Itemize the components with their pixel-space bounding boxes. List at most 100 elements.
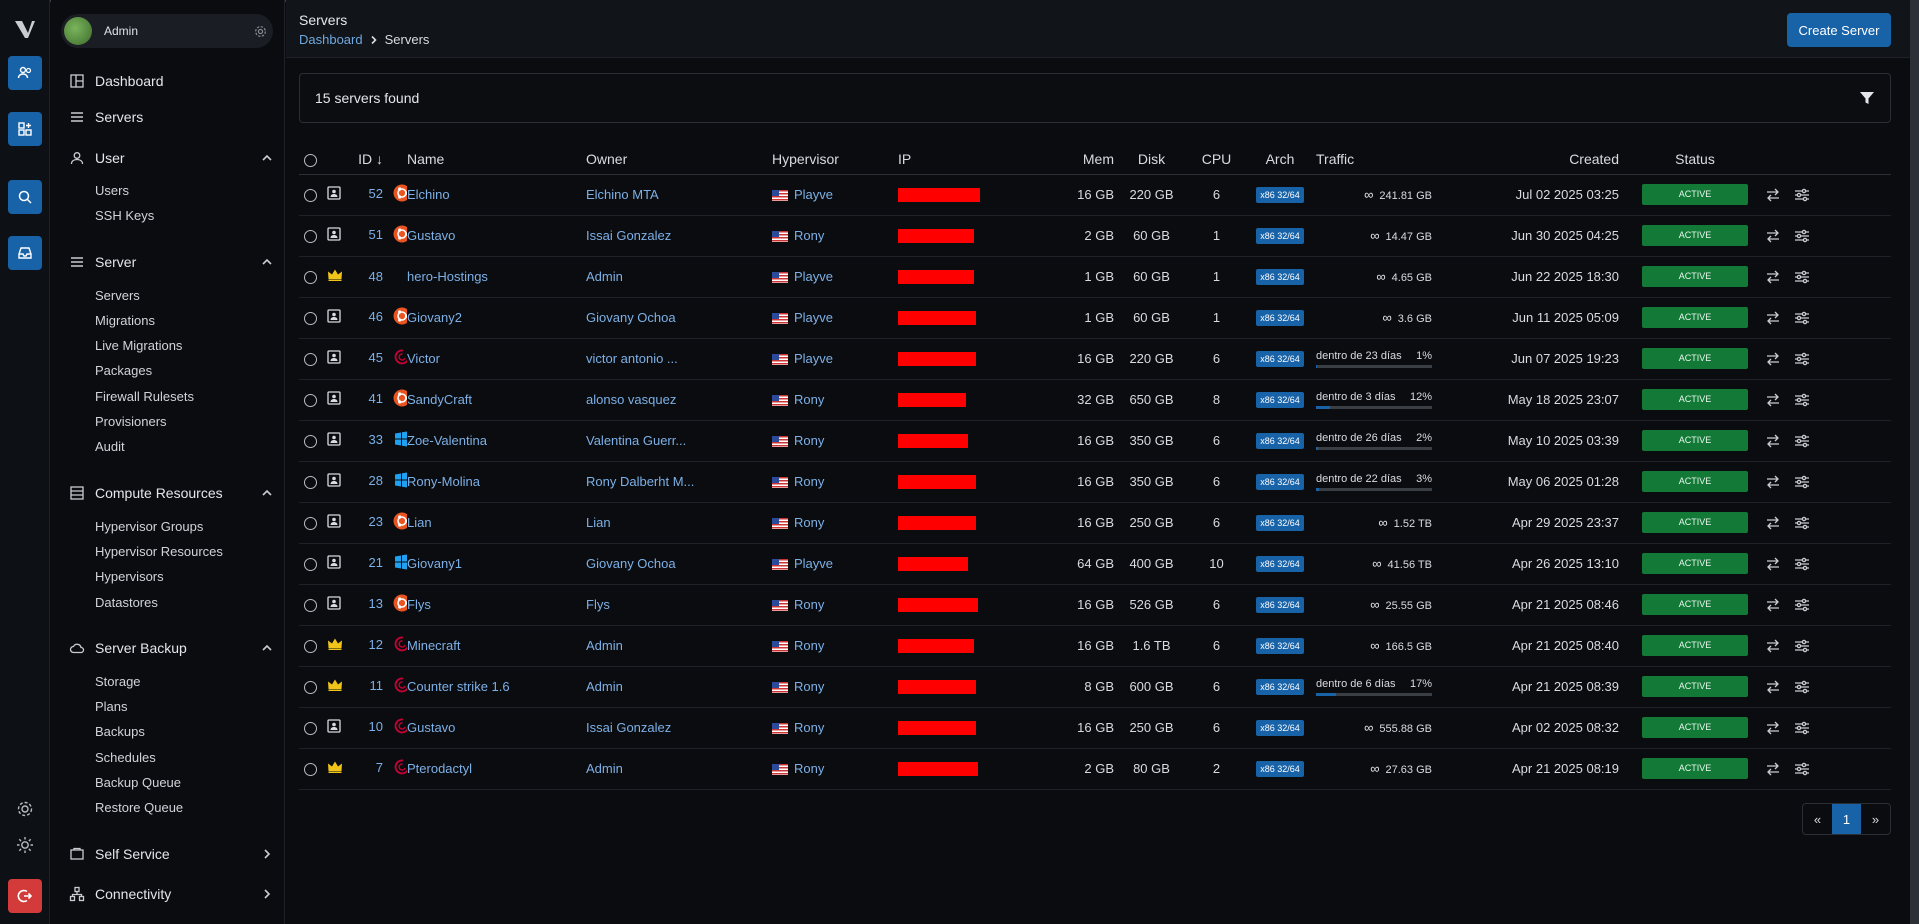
hypervisor-link[interactable]: Rony: [794, 515, 825, 530]
owner-link[interactable]: Admin: [586, 761, 623, 776]
row-select-radio[interactable]: [299, 174, 324, 216]
sidebar-item-live-migrations[interactable]: Live Migrations: [95, 338, 183, 353]
server-id[interactable]: 45: [368, 349, 383, 365]
hypervisor-link[interactable]: Rony: [794, 679, 825, 694]
server-name-link[interactable]: hero-Hostings: [407, 269, 488, 284]
table-row[interactable]: 52 Elchino Elchino MTA Playve 16 GB 220 …: [299, 174, 1891, 216]
page-1-button[interactable]: 1: [1832, 804, 1861, 834]
row-select-radio[interactable]: [299, 297, 324, 339]
sidebar-item-hypervisor-groups[interactable]: Hypervisor Groups: [95, 519, 204, 534]
sidebar-item-packages[interactable]: Packages: [95, 363, 153, 378]
sidebar-item-servers-sub[interactable]: Servers: [95, 288, 140, 303]
migrate-icon[interactable]: [1765, 310, 1781, 326]
row-select-radio[interactable]: [299, 256, 324, 298]
theme-sun-icon[interactable]: [12, 832, 38, 858]
migrate-icon[interactable]: [1765, 761, 1781, 777]
owner-link[interactable]: Admin: [586, 269, 623, 284]
col-status[interactable]: Status: [1635, 144, 1755, 175]
hypervisor-link[interactable]: Rony: [794, 761, 825, 776]
server-id[interactable]: 12: [368, 636, 383, 652]
hypervisor-link[interactable]: Playve: [794, 269, 834, 284]
profile-pill[interactable]: Admin: [61, 14, 273, 48]
server-name-link[interactable]: SandyCraft: [407, 392, 473, 407]
server-id[interactable]: 23: [368, 513, 383, 529]
row-select-radio[interactable]: [299, 420, 324, 462]
owner-link[interactable]: Lian: [586, 515, 611, 530]
settings-sliders-icon[interactable]: [1794, 515, 1810, 531]
server-id[interactable]: 10: [368, 718, 383, 734]
server-name-link[interactable]: Gustavo: [407, 720, 456, 735]
migrate-icon[interactable]: [1765, 597, 1781, 613]
hypervisor-link[interactable]: Rony: [794, 433, 825, 448]
prev-page-button[interactable]: «: [1813, 811, 1822, 827]
server-id[interactable]: 28: [368, 472, 383, 488]
sidebar-item-firewall-rulesets[interactable]: Firewall Rulesets: [95, 389, 194, 404]
server-name-link[interactable]: Giovany2: [407, 310, 462, 325]
owner-link[interactable]: Valentina Guerr...: [586, 433, 687, 448]
settings-sliders-icon[interactable]: [1794, 310, 1810, 326]
gear-icon[interactable]: [254, 25, 267, 38]
settings-sliders-icon[interactable]: [1794, 474, 1810, 490]
filter-icon[interactable]: [1858, 89, 1876, 107]
logout-icon[interactable]: [8, 879, 42, 913]
row-select-radio[interactable]: [299, 666, 324, 708]
migrate-icon[interactable]: [1765, 392, 1781, 408]
users-rail-icon[interactable]: [8, 56, 42, 90]
settings-sliders-icon[interactable]: [1794, 228, 1810, 244]
server-id[interactable]: 7: [375, 759, 383, 775]
migrate-icon[interactable]: [1765, 228, 1781, 244]
server-name-link[interactable]: Pterodactyl: [407, 761, 473, 776]
table-row[interactable]: 48 hero-Hostings Admin Playve 1 GB 60 GB…: [299, 256, 1891, 298]
owner-link[interactable]: Flys: [586, 597, 610, 612]
settings-sliders-icon[interactable]: [1794, 761, 1810, 777]
server-name-link[interactable]: Gustavo: [407, 228, 456, 243]
table-row[interactable]: 7 Pterodactyl Admin Rony 2 GB 80 GB 2 x8…: [299, 748, 1891, 790]
server-name-link[interactable]: Victor: [407, 351, 440, 366]
inbox-rail-icon[interactable]: [8, 236, 42, 270]
row-select-radio[interactable]: [299, 215, 324, 257]
hypervisor-link[interactable]: Rony: [794, 638, 825, 653]
owner-link[interactable]: Giovany Ochoa: [586, 556, 676, 571]
settings-sliders-icon[interactable]: [1794, 638, 1810, 654]
migrate-icon[interactable]: [1765, 679, 1781, 695]
migrate-icon[interactable]: [1765, 515, 1781, 531]
migrate-icon[interactable]: [1765, 720, 1781, 736]
server-name-link[interactable]: Rony-Molina: [407, 474, 480, 489]
owner-link[interactable]: Rony Dalberht M...: [586, 474, 695, 489]
sidebar-section-compute[interactable]: Compute Resources: [69, 482, 273, 504]
row-select-radio[interactable]: [299, 338, 324, 380]
row-select-radio[interactable]: [299, 502, 324, 544]
owner-link[interactable]: Giovany Ochoa: [586, 310, 676, 325]
owner-link[interactable]: victor antonio ...: [586, 351, 678, 366]
owner-link[interactable]: alonso vasquez: [586, 392, 677, 407]
owner-link[interactable]: Admin: [586, 679, 623, 694]
server-name-link[interactable]: Giovany1: [407, 556, 462, 571]
hypervisor-link[interactable]: Rony: [794, 228, 825, 243]
sidebar-section-user[interactable]: User: [69, 147, 273, 169]
sidebar-item-backup-queue[interactable]: Backup Queue: [95, 775, 182, 790]
sidebar-section-self-service[interactable]: Self Service: [69, 843, 273, 865]
server-name-link[interactable]: Zoe-Valentina: [407, 433, 487, 448]
col-created[interactable]: Created: [1446, 144, 1635, 175]
server-id[interactable]: 21: [368, 554, 383, 570]
server-id[interactable]: 46: [368, 308, 383, 324]
col-ip[interactable]: IP: [898, 144, 1058, 175]
hypervisor-link[interactable]: Playve: [794, 351, 834, 366]
sidebar-item-storage[interactable]: Storage: [95, 674, 141, 689]
col-traffic[interactable]: Traffic: [1316, 144, 1446, 175]
row-select-radio[interactable]: [299, 584, 324, 626]
col-cpu[interactable]: CPU: [1189, 144, 1244, 175]
select-all-radio[interactable]: [299, 144, 324, 175]
server-id[interactable]: 51: [368, 226, 383, 242]
table-row[interactable]: 45 Victor victor antonio ... Playve 16 G…: [299, 338, 1891, 380]
next-page-button[interactable]: »: [1871, 811, 1880, 827]
migrate-icon[interactable]: [1765, 556, 1781, 572]
sidebar-item-restore-queue[interactable]: Restore Queue: [95, 800, 184, 815]
create-server-button[interactable]: Create Server: [1787, 13, 1891, 47]
sidebar-item-audit[interactable]: Audit: [95, 439, 125, 454]
sidebar-item-servers[interactable]: Servers: [69, 106, 143, 128]
table-row[interactable]: 21 Giovany1 Giovany Ochoa Playve 64 GB 4…: [299, 543, 1891, 585]
col-name[interactable]: Name: [407, 144, 586, 175]
table-row[interactable]: 28 Rony-Molina Rony Dalberht M... Rony 1…: [299, 461, 1891, 503]
col-hypervisor[interactable]: Hypervisor: [772, 144, 898, 175]
